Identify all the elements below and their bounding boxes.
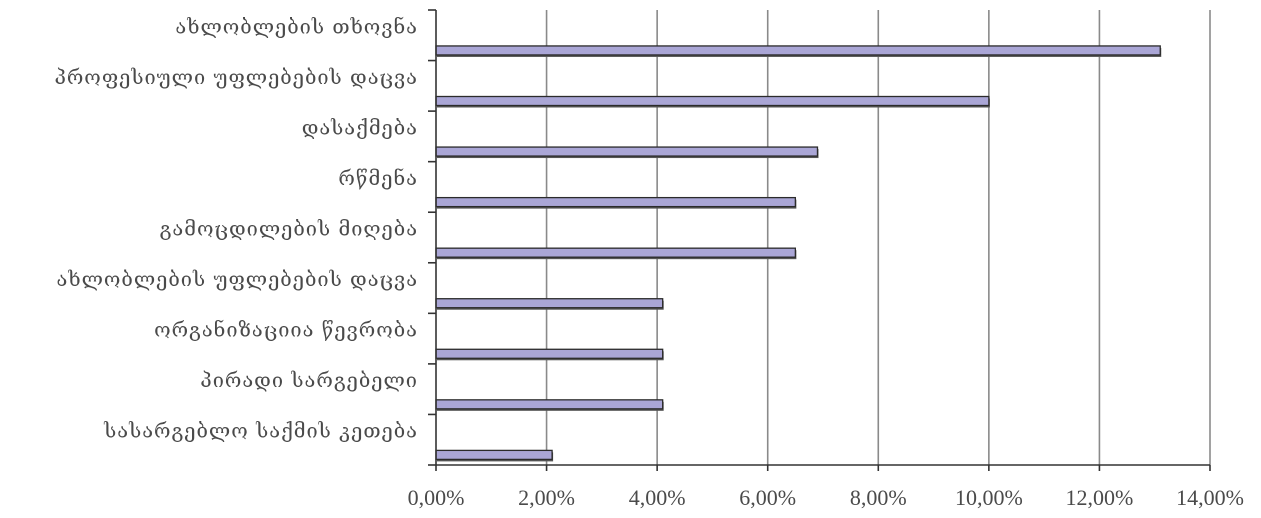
x-tick-label: 6,00% xyxy=(739,485,796,510)
category-label: პირადი სარგებელი xyxy=(200,368,418,392)
category-label: ახლობლების უფლებების დაცვა xyxy=(57,267,418,291)
bar xyxy=(435,399,664,410)
x-tick-label: 12,00% xyxy=(1066,485,1134,510)
bar xyxy=(435,95,990,107)
bar xyxy=(435,196,797,208)
gridlines xyxy=(545,10,1211,465)
bar xyxy=(435,298,664,309)
bar xyxy=(435,146,819,157)
bar xyxy=(435,45,1161,56)
category-label: ახლობლების თხოვნა xyxy=(175,14,418,38)
x-tick-label: 8,00% xyxy=(850,485,907,510)
x-tick-label: 2,00% xyxy=(518,485,575,510)
category-label: დასაქმება xyxy=(302,115,418,139)
category-label: გამოცდილების მიღება xyxy=(160,217,418,241)
x-tick-labels: 0,00% 2,00% 4,00% 6,00% 8,00% 10,00% 12,00% 14,… xyxy=(408,485,1244,510)
bar xyxy=(435,247,797,258)
axes xyxy=(428,9,1211,471)
x-tick-label: 10,00% xyxy=(955,485,1023,510)
category-label: ორგანიზაციია წევრობა xyxy=(154,318,418,342)
x-tick-label: 0,00% xyxy=(408,485,465,510)
bars xyxy=(435,45,1162,462)
x-tick-label: 14,00% xyxy=(1176,485,1244,510)
bar xyxy=(435,449,553,461)
category-label: პროფესიული უფლებების დაცვა xyxy=(54,65,418,89)
x-tick-label: 4,00% xyxy=(629,485,686,510)
category-labels: ახლობლების თხოვნა პროფესიული უფლებების და… xyxy=(54,14,418,443)
category-label: სასარგებლო საქმის კეთება xyxy=(103,419,418,443)
category-label: რწმენა xyxy=(338,166,418,190)
bar xyxy=(435,348,664,359)
